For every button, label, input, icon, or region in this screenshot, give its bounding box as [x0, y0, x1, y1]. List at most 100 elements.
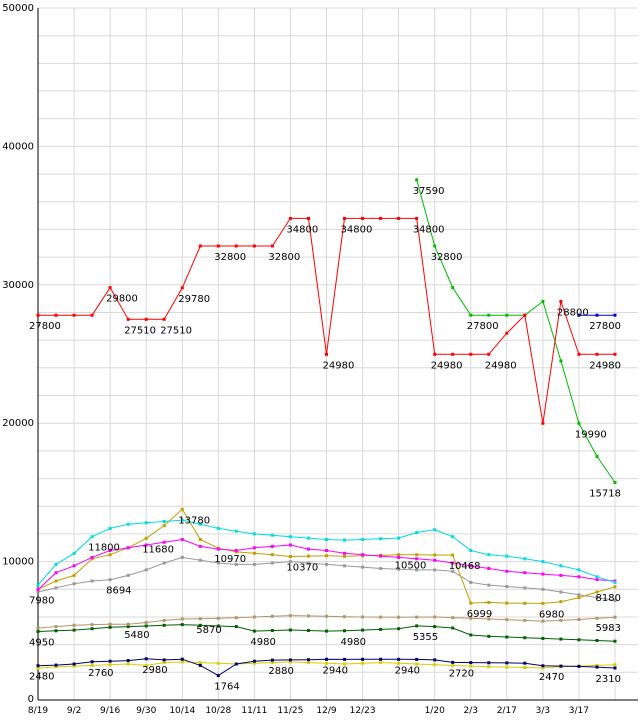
value-label-tan: 5480	[124, 630, 149, 641]
data-point-magenta	[433, 558, 437, 562]
data-point-magenta	[72, 564, 76, 568]
data-point-tan	[613, 615, 617, 619]
data-point-red	[54, 313, 58, 317]
data-point-cyan	[234, 529, 238, 533]
data-point-darkgreen	[397, 627, 401, 631]
data-point-navy	[325, 657, 328, 661]
data-point-gray	[343, 564, 346, 568]
data-point-red	[595, 352, 599, 356]
data-point-red	[234, 244, 238, 248]
data-point-navy	[577, 664, 581, 668]
data-point-yellow	[288, 660, 292, 664]
value-label-green: 32800	[431, 252, 463, 263]
data-point-gold	[325, 554, 328, 558]
series-tan	[36, 614, 617, 630]
value-label-gold: 13780	[178, 515, 210, 526]
data-point-magenta	[108, 549, 112, 552]
data-point-darkgreen	[415, 624, 419, 628]
x-tick-label: 3/17	[569, 706, 589, 716]
data-point-tan	[216, 616, 220, 620]
series-blue	[577, 313, 617, 317]
data-point-gray	[288, 560, 292, 564]
data-point-magenta	[90, 555, 94, 559]
x-tick-label: 1/20	[425, 706, 445, 716]
y-axis-labels: 0 10000 20000 30000 40000 50000	[2, 3, 34, 705]
data-point-magenta	[216, 547, 220, 551]
data-point-gray	[216, 561, 220, 565]
data-point-gold	[469, 601, 473, 605]
data-point-red	[361, 216, 365, 220]
data-point-red	[559, 299, 563, 303]
data-point-tan	[54, 625, 58, 629]
data-point-gold	[288, 555, 292, 558]
data-point-darkgreen	[505, 635, 509, 639]
value-label-navy: 2940	[323, 665, 348, 676]
data-point-yellow	[595, 663, 599, 667]
x-tick-label: 10/14	[169, 706, 195, 716]
data-point-cyan	[487, 553, 491, 557]
data-point-magenta	[180, 538, 184, 541]
x-tick-label: 2/17	[497, 706, 517, 716]
data-point-darkgreen	[613, 639, 617, 643]
data-point-cyan	[541, 560, 545, 564]
data-point-cyan	[343, 538, 346, 542]
data-point-navy	[252, 659, 256, 663]
data-point-cyan	[307, 536, 310, 540]
data-point-magenta	[325, 549, 328, 552]
data-point-red	[613, 352, 617, 356]
data-point-gray	[577, 593, 581, 597]
data-point-gray	[108, 578, 112, 582]
data-point-gold	[198, 538, 202, 541]
value-label-tan: 5870	[196, 625, 221, 636]
value-label-red: 34800	[341, 224, 373, 235]
value-label-navy: 1764	[214, 682, 239, 693]
y-tick-label: 20000	[2, 418, 34, 429]
data-point-yellow	[252, 661, 256, 665]
data-point-gold	[487, 600, 491, 604]
value-label-red: 24980	[323, 360, 355, 371]
data-point-darkgreen	[559, 637, 563, 641]
data-point-blue	[613, 313, 617, 317]
data-point-cyan	[379, 537, 383, 541]
data-point-cyan	[198, 522, 202, 526]
data-point-cyan	[90, 535, 94, 539]
data-point-magenta	[162, 540, 166, 544]
data-point-yellow	[270, 661, 274, 665]
value-label-navy: 2470	[539, 672, 564, 683]
data-point-darkgreen	[72, 628, 76, 632]
data-point-cyan	[505, 554, 509, 558]
data-point-darkgreen	[307, 629, 310, 632]
data-point-tan	[36, 626, 40, 630]
data-point-gold	[307, 554, 310, 558]
data-point-gold	[343, 554, 346, 558]
value-label-navy: 2480	[29, 672, 54, 683]
data-point-darkgreen	[343, 629, 346, 633]
data-point-gray	[361, 565, 365, 569]
data-point-red	[126, 317, 130, 321]
value-label-navy: 2980	[142, 665, 167, 676]
data-point-gray	[433, 568, 437, 572]
data-point-navy	[234, 662, 238, 666]
value-label-green: 19990	[575, 429, 607, 440]
data-point-gold	[559, 600, 563, 604]
data-point-gray	[126, 573, 130, 577]
data-point-gray	[144, 568, 148, 572]
data-point-cyan	[252, 532, 256, 536]
data-point-cyan	[270, 533, 274, 537]
data-point-tan	[469, 616, 473, 620]
series-yellow	[36, 660, 617, 670]
data-point-navy	[523, 661, 527, 665]
value-label-gold: 6999	[467, 609, 492, 620]
data-point-tan	[397, 615, 401, 619]
data-point-gray	[252, 562, 256, 566]
data-point-yellow	[36, 666, 40, 670]
data-point-magenta	[126, 546, 130, 550]
data-point-darkgreen	[180, 623, 184, 627]
data-point-magenta	[541, 572, 545, 576]
data-point-navy	[180, 657, 184, 661]
data-point-green	[505, 313, 509, 317]
value-label-darkgreen: 4980	[250, 637, 275, 648]
data-point-red	[307, 216, 310, 220]
value-label-red: 34800	[286, 224, 318, 235]
data-point-gold	[252, 551, 256, 555]
